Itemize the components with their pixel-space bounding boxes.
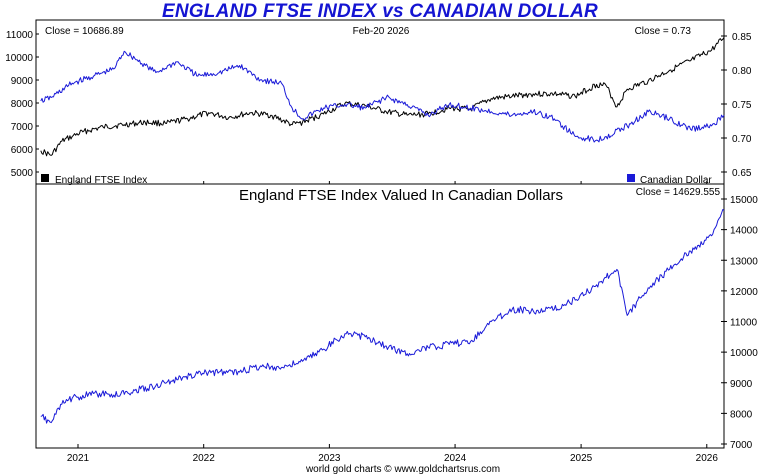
top-left-tick-label: 10000 (5, 53, 33, 64)
top-left-tick-label: 5000 (11, 168, 34, 179)
series-layer (40, 37, 725, 424)
ftse-in-cad-line (40, 209, 725, 424)
x-tick-label: 2024 (444, 453, 467, 464)
top-close-cad: Close = 0.73 (635, 26, 692, 37)
top-right-tick-label: 0.85 (732, 32, 752, 43)
top-right-tick-label: 0.80 (732, 66, 752, 77)
top-right-tick-label: 0.75 (732, 100, 752, 111)
bottom-right-tick-label: 15000 (730, 195, 758, 206)
bottom-right-tick-label: 11000 (730, 318, 758, 329)
top-date-label: Feb-20 2026 (353, 26, 410, 37)
x-tick-label: 2021 (67, 453, 90, 464)
bottom-close-label: Close = 14629.555 (636, 187, 721, 198)
chart-frames (35, 19, 725, 449)
top-left-tick-label: 11000 (6, 30, 34, 41)
top-right-tick-label: 0.65 (732, 168, 752, 179)
ticks-layer: 11000 10000 9000 8000 7000 6000 5000 0.85 0.80 0.… (5, 30, 758, 464)
x-tick-label: 2026 (696, 453, 719, 464)
x-tick-label: 2023 (318, 453, 341, 464)
bottom-panel-frame (35, 183, 725, 449)
top-right-tick-label: 0.70 (732, 134, 752, 145)
top-left-tick-label: 9000 (11, 76, 34, 87)
top-close-ftse: Close = 10686.89 (45, 26, 124, 37)
cad-line (40, 50, 725, 143)
footer-credit: world gold charts © www.goldchartsrus.co… (305, 464, 500, 475)
legend-cad-label: Canadian Dollar (640, 175, 712, 186)
legend-ftse-swatch (41, 174, 49, 182)
top-left-tick-label: 6000 (11, 145, 34, 156)
bottom-right-tick-label: 9000 (730, 379, 753, 390)
bottom-right-tick-label: 13000 (730, 256, 758, 267)
top-left-tick-label: 7000 (11, 122, 34, 133)
bottom-panel-title: England FTSE Index Valued In Canadian Do… (239, 187, 563, 204)
legend-cad-swatch (627, 174, 635, 182)
bottom-right-tick-label: 10000 (730, 348, 758, 359)
bottom-right-tick-label: 7000 (730, 440, 753, 451)
bottom-right-tick-label: 8000 (730, 409, 753, 420)
bottom-right-tick-label: 12000 (730, 287, 758, 298)
x-tick-label: 2025 (570, 453, 593, 464)
bottom-right-tick-label: 14000 (730, 226, 758, 237)
x-tick-label: 2022 (193, 453, 216, 464)
ftse-line (40, 37, 725, 157)
top-left-tick-label: 8000 (11, 99, 34, 110)
legend-ftse-label: England FTSE Index (55, 175, 147, 186)
chart-title: ENGLAND FTSE INDEX vs CANADIAN DOLLAR (162, 1, 598, 22)
